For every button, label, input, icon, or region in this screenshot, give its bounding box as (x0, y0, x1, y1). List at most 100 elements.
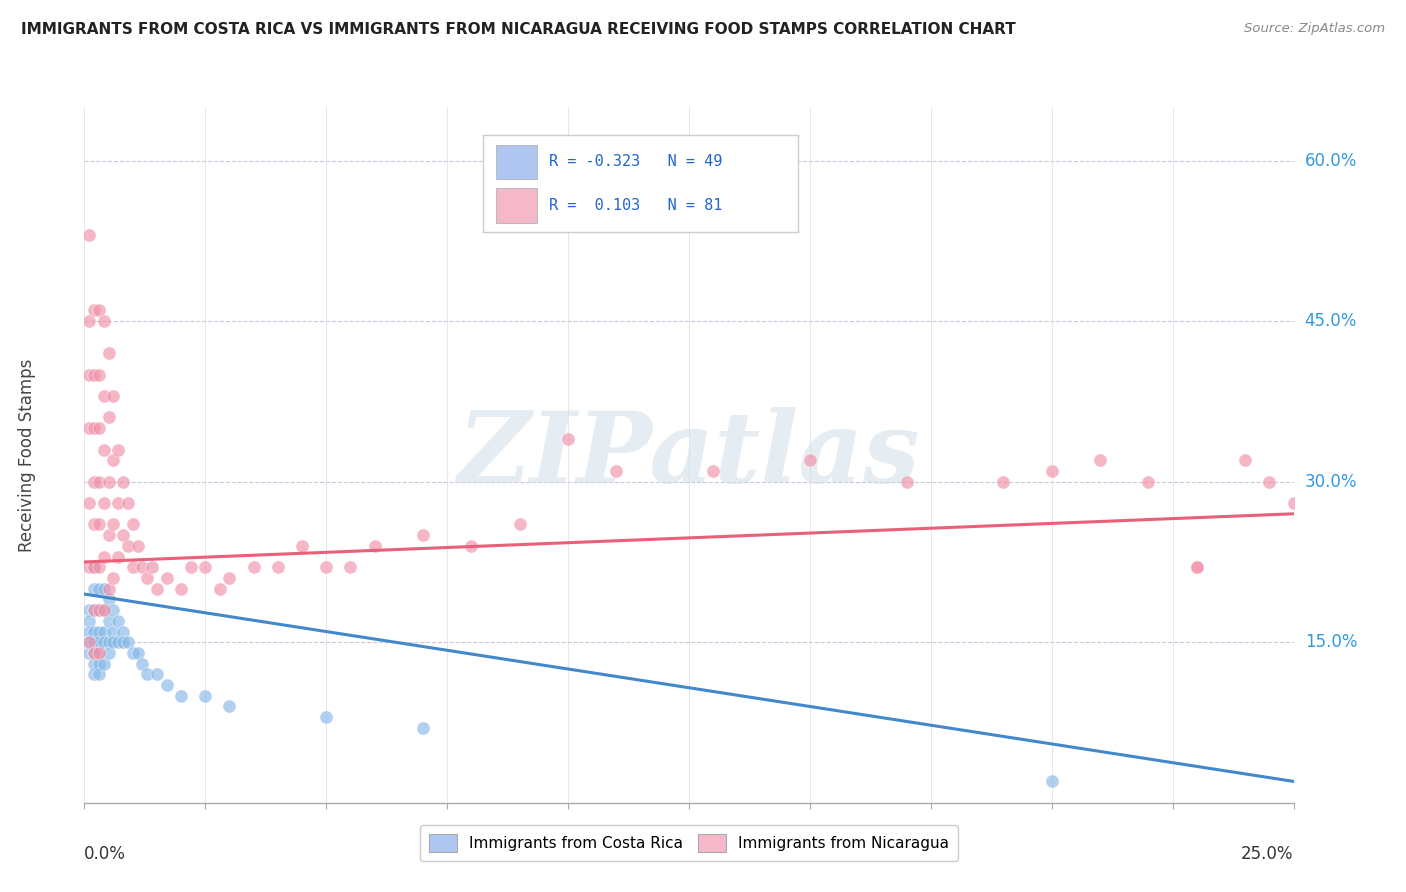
Text: 45.0%: 45.0% (1305, 312, 1357, 330)
Point (83, 517, 105, 532)
Point (702, 464, 724, 478)
Point (97, 614, 120, 628)
Point (83, 646, 105, 660)
Text: R = -0.323   N = 49: R = -0.323 N = 49 (550, 154, 723, 169)
Point (87, 517, 110, 532)
Legend: Immigrants from Costa Rica, Immigrants from Nicaragua: Immigrants from Costa Rica, Immigrants f… (420, 825, 957, 862)
Point (87, 657, 110, 671)
Point (83, 667, 105, 681)
Point (194, 689, 217, 703)
Point (93, 603, 115, 617)
Point (242, 560, 264, 574)
Point (93, 314, 115, 328)
Point (97, 528, 120, 542)
Point (363, 539, 385, 553)
Point (136, 667, 159, 681)
Point (127, 646, 149, 660)
Point (87, 646, 110, 660)
Point (218, 699, 240, 714)
Point (87, 646, 110, 660)
Point (77, 496, 100, 510)
Point (291, 539, 314, 553)
Point (103, 635, 125, 649)
Point (83, 421, 105, 435)
Point (121, 560, 143, 574)
Point (141, 560, 163, 574)
Text: 30.0%: 30.0% (1305, 473, 1357, 491)
Point (93, 582, 115, 596)
Point (107, 496, 129, 510)
Point (117, 635, 139, 649)
Point (87, 368, 110, 382)
Point (557, 432, 579, 446)
Point (87, 603, 110, 617)
Point (77, 646, 100, 660)
Text: R =  0.103   N = 81: R = 0.103 N = 81 (550, 198, 723, 213)
Point (97, 346, 120, 360)
Point (83, 603, 105, 617)
Point (112, 635, 135, 649)
Point (77, 635, 100, 649)
Point (77, 624, 100, 639)
Point (131, 657, 153, 671)
Point (121, 517, 143, 532)
Point (117, 539, 139, 553)
Point (87, 560, 110, 574)
Point (97, 582, 120, 596)
Point (117, 496, 139, 510)
Point (93, 603, 115, 617)
Point (605, 464, 627, 478)
Point (77, 614, 100, 628)
Point (1258, 475, 1281, 489)
Point (896, 475, 918, 489)
Point (103, 624, 125, 639)
Point (107, 614, 129, 628)
Text: ZIPatlas: ZIPatlas (458, 407, 920, 503)
Point (170, 582, 193, 596)
Point (208, 582, 231, 596)
Point (127, 539, 149, 553)
Point (1040, 464, 1063, 478)
Point (87, 303, 110, 318)
Point (1185, 560, 1208, 574)
Point (112, 528, 135, 542)
Point (107, 549, 129, 564)
Point (1040, 774, 1063, 789)
Text: 60.0%: 60.0% (1305, 152, 1357, 169)
Text: 25.0%: 25.0% (1241, 845, 1294, 863)
Point (509, 517, 531, 532)
Point (83, 635, 105, 649)
Point (103, 517, 125, 532)
Point (87, 603, 110, 617)
Point (83, 368, 105, 382)
Point (77, 314, 100, 328)
Point (1137, 475, 1160, 489)
Point (194, 560, 217, 574)
Point (315, 710, 337, 724)
Point (97, 410, 120, 425)
Text: Source: ZipAtlas.com: Source: ZipAtlas.com (1244, 22, 1385, 36)
Point (112, 475, 135, 489)
Point (97, 646, 120, 660)
Point (87, 635, 110, 649)
Point (1282, 496, 1305, 510)
Text: 0.0%: 0.0% (84, 845, 127, 863)
Point (993, 475, 1015, 489)
Point (83, 582, 105, 596)
Point (180, 560, 202, 574)
Point (83, 657, 105, 671)
Point (1088, 453, 1111, 467)
Point (87, 475, 110, 489)
Point (77, 228, 100, 243)
Point (412, 721, 434, 735)
Bar (496, 145, 537, 178)
Text: 15.0%: 15.0% (1305, 633, 1357, 651)
Point (83, 560, 105, 574)
Point (77, 368, 100, 382)
Point (93, 389, 115, 403)
Point (155, 571, 177, 585)
Point (412, 528, 434, 542)
Point (112, 624, 135, 639)
Point (218, 571, 240, 585)
Point (103, 603, 125, 617)
